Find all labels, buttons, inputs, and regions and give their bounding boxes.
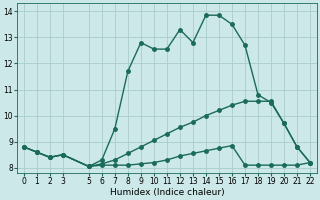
X-axis label: Humidex (Indice chaleur): Humidex (Indice chaleur) — [109, 188, 224, 197]
